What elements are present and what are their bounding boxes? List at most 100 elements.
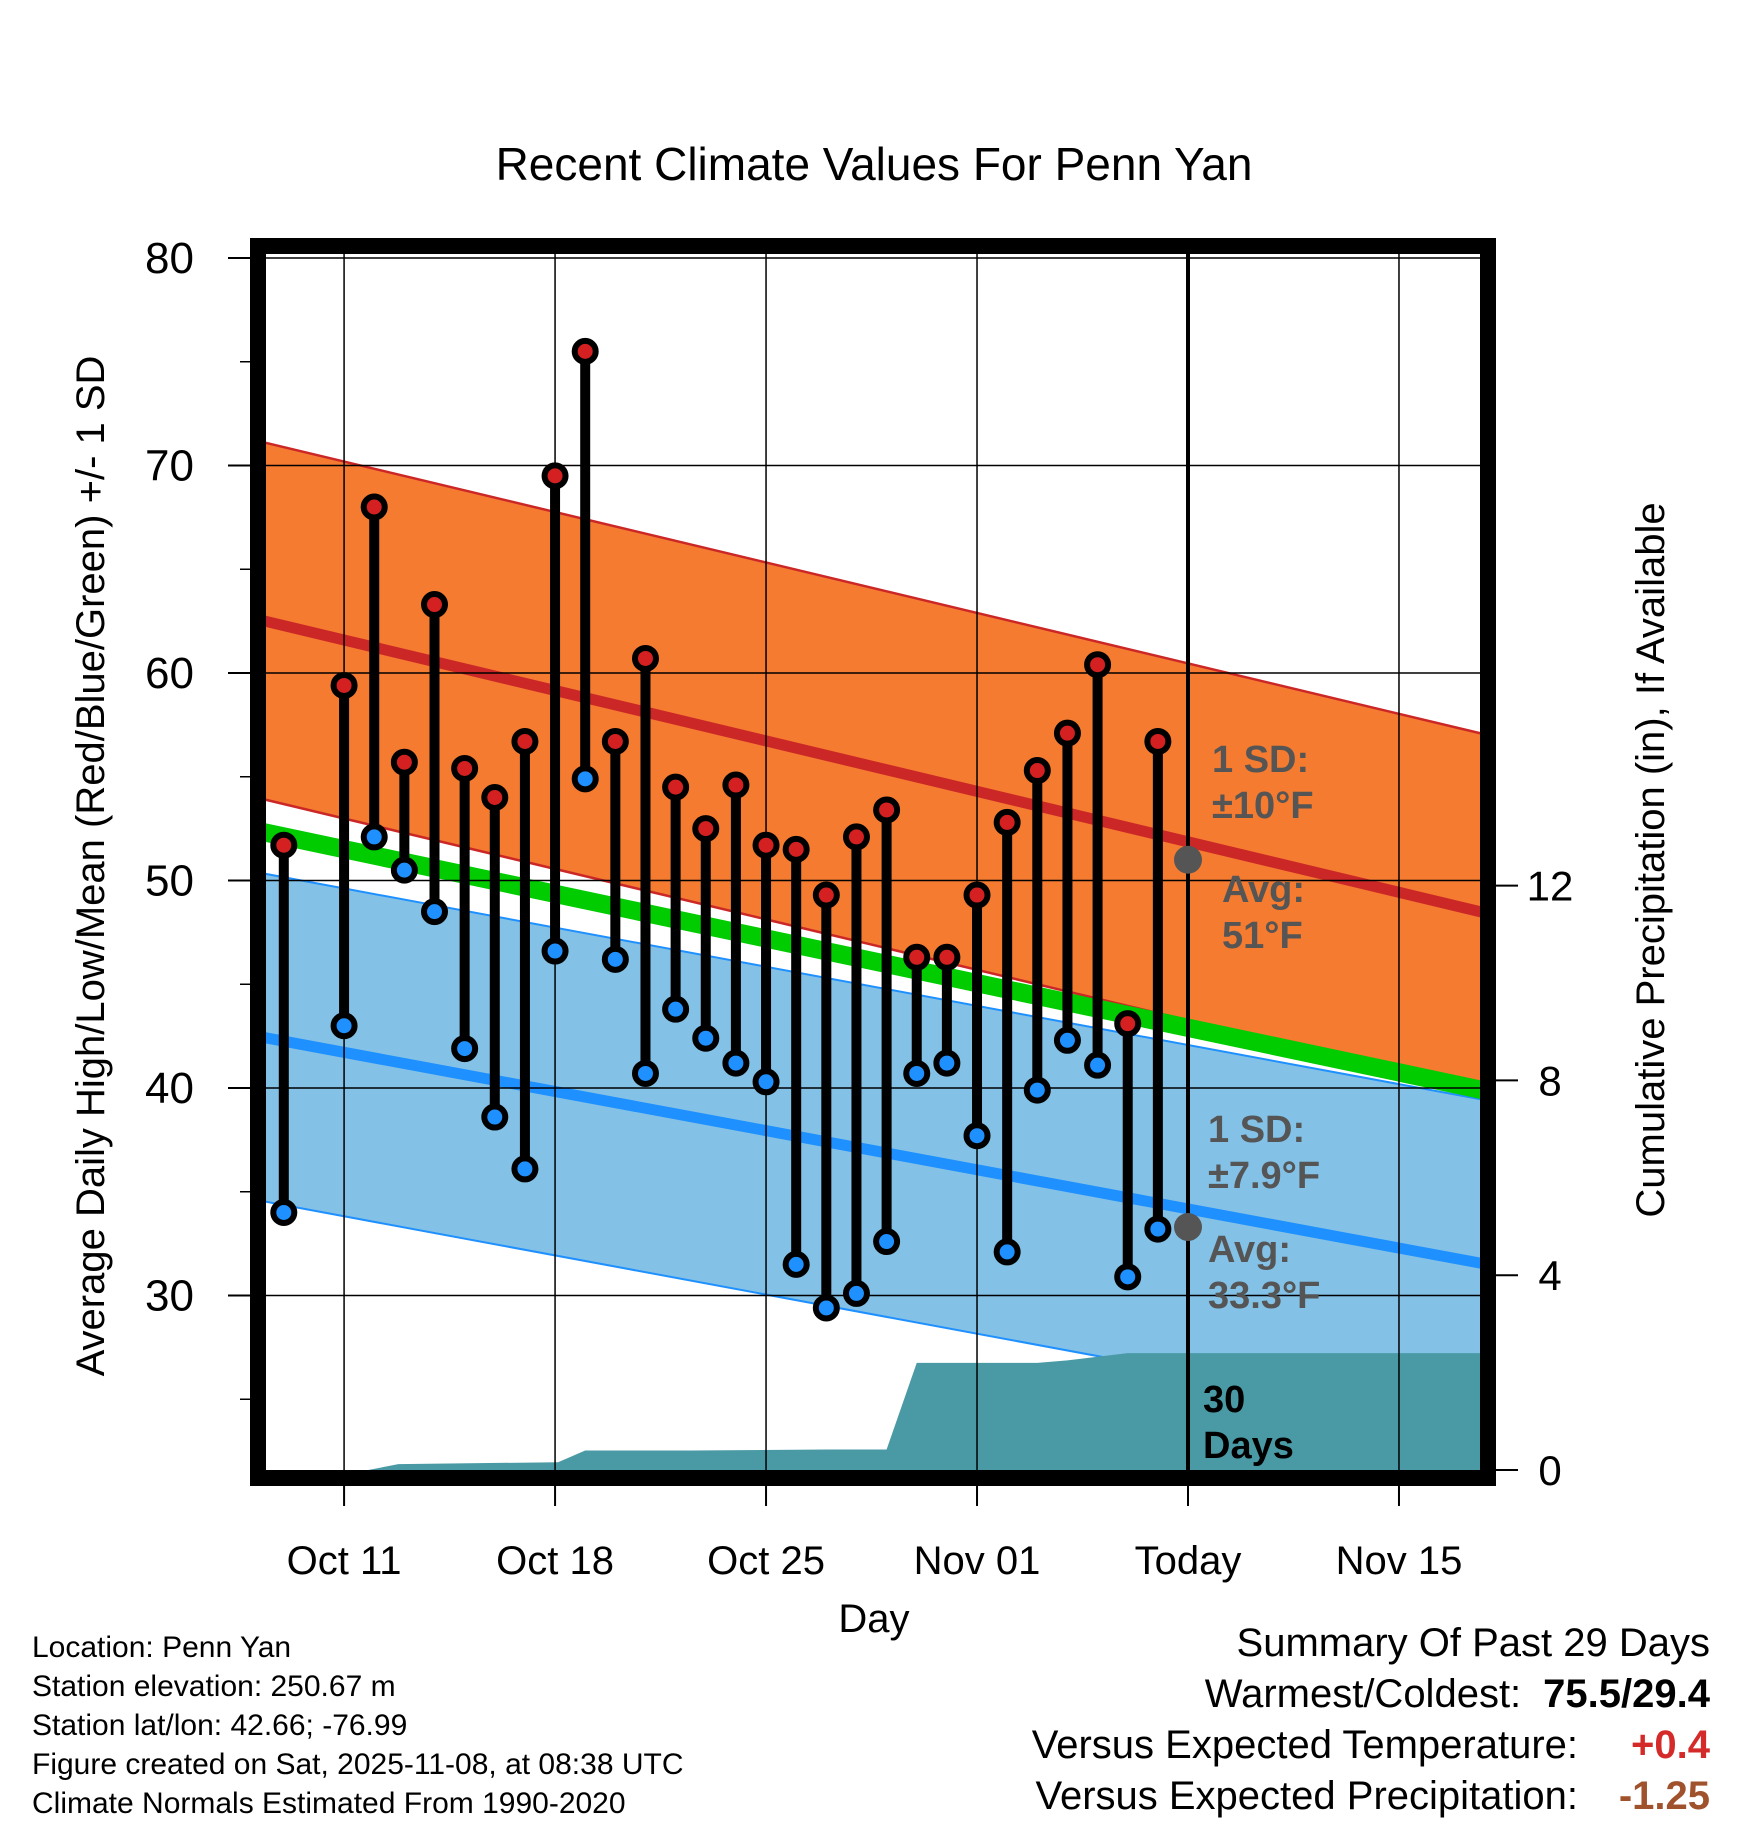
obs-low-point: [1144, 1215, 1172, 1243]
obs-high-point: [873, 796, 901, 824]
precip-value: -1.25: [1618, 1774, 1710, 1818]
low-avg-annotation: Avg: 33.3°F: [1208, 1229, 1320, 1317]
obs-high-point: [722, 771, 750, 799]
obs-high-point: [752, 831, 780, 859]
y-tick-label: 50: [145, 857, 194, 906]
obs-high-point: [692, 815, 720, 843]
obs-low-point: [1084, 1051, 1112, 1079]
temp-value: +0.4: [1631, 1723, 1710, 1767]
plot-frame: [250, 238, 1496, 1486]
window-annotation: 30 Days: [1203, 1379, 1294, 1467]
obs-low-point: [270, 1199, 298, 1226]
obs-low-point: [421, 898, 448, 926]
mean-band: [266, 823, 1480, 1099]
obs-low-point: [752, 1068, 780, 1096]
obs-low-point: [631, 1059, 659, 1087]
precip-label: Versus Expected Precipitation:: [1035, 1774, 1578, 1818]
obs-high-point: [270, 831, 298, 859]
obs-low-point: [873, 1228, 901, 1256]
obs-low-point: [1023, 1076, 1051, 1104]
obs-low-point: [360, 823, 388, 851]
obs-high-point: [1084, 651, 1112, 679]
precip-area: [266, 1353, 1480, 1470]
obs-high-point: [662, 773, 690, 801]
obs-low-point: [993, 1238, 1021, 1266]
obs-low-point: [541, 937, 569, 965]
obs-low-point: [933, 1049, 961, 1077]
x-tick-label: Oct 18: [496, 1539, 614, 1583]
y2-tick-label: 4: [1538, 1252, 1561, 1299]
created-text: Figure created on Sat, 2025-11-08, at 08…: [32, 1748, 684, 1781]
obs-high-point: [963, 881, 991, 909]
chart-title: Recent Climate Values For Penn Yan: [496, 138, 1253, 190]
obs-low-point: [511, 1155, 539, 1183]
y-tick-label: 70: [145, 442, 194, 491]
y-tick-label: 30: [145, 1272, 194, 1321]
today-high-marker: [1174, 845, 1202, 874]
obs-low-point: [903, 1059, 931, 1087]
summary-precip: Versus Expected Precipitation: -1.25: [1032, 1771, 1710, 1822]
obs-high-point: [933, 943, 961, 971]
obs-high-point: [993, 808, 1021, 836]
plot-area: [266, 246, 1480, 1470]
obs-high-point: [360, 493, 388, 521]
temp-label: Versus Expected Temperature:: [1031, 1723, 1578, 1767]
high-sd-annotation: 1 SD: ±10°F: [1212, 739, 1314, 827]
y2-tick-label: 8: [1538, 1057, 1561, 1104]
obs-low-point: [390, 856, 418, 884]
summary-temp: Versus Expected Temperature: +0.4: [1032, 1720, 1710, 1771]
obs-high-point: [541, 462, 569, 490]
x-axis-label: Day: [838, 1597, 909, 1641]
location-text: Location: Penn Yan: [32, 1631, 292, 1664]
x-tick-label: Oct 25: [707, 1539, 825, 1583]
high-avg-annotation: Avg: 51°F: [1222, 869, 1305, 957]
x-tick-label: Oct 11: [287, 1539, 402, 1583]
obs-high-point: [631, 644, 659, 672]
y-tick-label: 80: [145, 234, 194, 283]
obs-low-point: [481, 1103, 509, 1131]
obs-low-point: [1114, 1263, 1142, 1291]
obs-high-point: [571, 337, 599, 365]
obs-low-point: [601, 945, 629, 973]
normals-text: Climate Normals Estimated From 1990-2020: [32, 1787, 626, 1820]
latlon-text: Station lat/lon: 42.66; -76.99: [32, 1709, 408, 1742]
obs-high-point: [1144, 727, 1172, 755]
obs-high-point: [601, 727, 629, 755]
obs-low-point: [963, 1122, 991, 1150]
obs-high-point: [1114, 1010, 1142, 1038]
warm-cold-value: 75.5/29.4: [1543, 1672, 1710, 1716]
obs-low-point: [451, 1035, 479, 1063]
x-tick-label: Nov 01: [914, 1539, 1041, 1583]
obs-low-point: [782, 1250, 810, 1278]
low-upper-sd-line: [266, 872, 1480, 1101]
summary-title: Summary Of Past 29 Days: [1236, 1621, 1710, 1665]
obs-high-point: [1053, 719, 1081, 747]
annotations: 1 SD: ±10°F Avg: 51°F 1 SD: ±7.9°F Avg: 33.3°F 3…: [1203, 739, 1320, 1467]
elevation-text: Station elevation: 250.67 m: [32, 1670, 396, 1703]
high-avg-line: [266, 615, 1480, 918]
obs-high-point: [390, 748, 418, 776]
obs-high-point: [842, 823, 870, 851]
obs-low-point: [571, 765, 599, 793]
summary-warm-cold: Warmest/Coldest: 75.5/29.4: [1032, 1669, 1710, 1720]
axes: 30 40 50 60 70 80 0 4 8 12 Oct 11 Oct 18 Oct 25 Nov 0…: [69, 234, 1673, 1641]
y-tick-label: 60: [145, 649, 194, 698]
obs-high-point: [903, 943, 931, 971]
low-avg-line: [266, 1032, 1480, 1269]
y2-tick-label: 0: [1538, 1447, 1561, 1494]
obs-low-point: [812, 1294, 840, 1322]
obs-low-point: [722, 1049, 750, 1077]
low-sd-annotation: 1 SD: ±7.9°F: [1208, 1109, 1320, 1197]
x-tick-label: Nov 15: [1336, 1539, 1463, 1583]
station-info: Location: Penn Yan Station elevation: 25…: [32, 1628, 684, 1823]
high-upper-sd-line: [266, 441, 1480, 735]
y-tick-label: 40: [145, 1064, 194, 1113]
x-tick-label: Today: [1135, 1539, 1242, 1583]
warm-cold-label: Warmest/Coldest:: [1204, 1672, 1522, 1716]
obs-high-point: [1023, 757, 1051, 785]
obs-low-point: [692, 1024, 720, 1052]
obs-high-point: [421, 591, 448, 619]
obs-low-point: [330, 1012, 358, 1040]
summary-panel: Summary Of Past 29 Days Warmest/Coldest:…: [1032, 1618, 1710, 1822]
